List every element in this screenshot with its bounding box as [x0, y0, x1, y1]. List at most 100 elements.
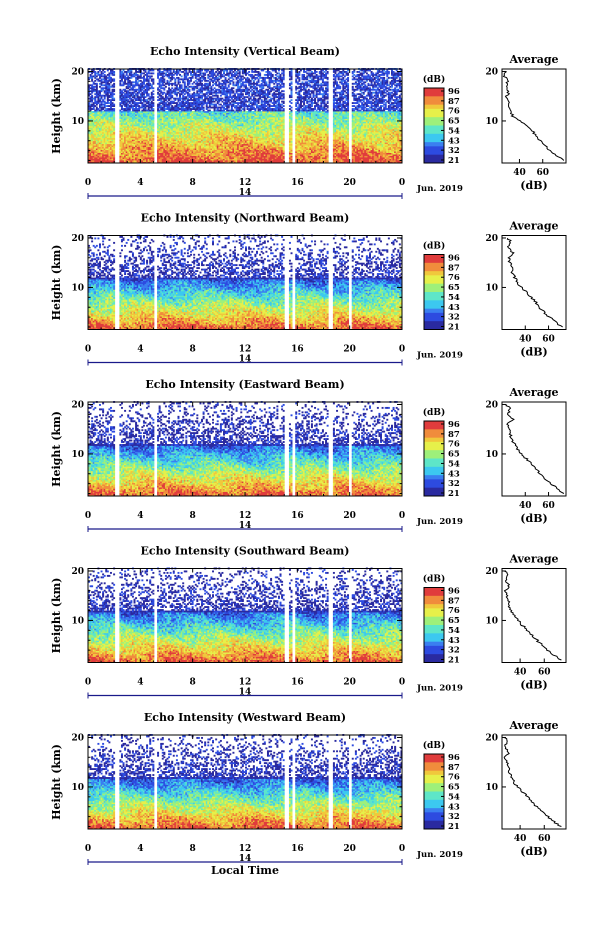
heatmap-cell: [119, 109, 122, 112]
heatmap-cell: [92, 139, 95, 142]
heatmap-cell: [141, 158, 144, 161]
heatmap-cell: [150, 75, 153, 78]
heatmap-cell: [133, 109, 136, 112]
heatmap-cell: [124, 148, 127, 151]
heatmap-cell: [95, 151, 98, 154]
heatmap-cell: [127, 143, 130, 146]
heatmap-cell: [102, 137, 105, 140]
heatmap-cell: [120, 97, 123, 100]
heatmap-cell: [119, 75, 122, 78]
heatmap-cell: [113, 160, 116, 162]
heatmap-cell: [91, 140, 94, 143]
heatmap-cell: [106, 142, 109, 145]
heatmap-cell: [120, 158, 123, 161]
heatmap-cell: [92, 103, 95, 106]
heatmap-cell: [128, 108, 131, 110]
heatmap-cell: [128, 105, 131, 107]
heatmap-cell: [92, 130, 95, 133]
heatmap-cell: [109, 125, 112, 128]
heatmap-cell: [124, 119, 127, 122]
heatmap-cell: [135, 118, 138, 121]
heatmap-cell: [108, 134, 111, 137]
heatmap-cell: [106, 100, 109, 103]
heatmap-cell: [120, 118, 123, 121]
heatmap-cell: [139, 131, 142, 134]
heatmap-cell: [94, 111, 97, 113]
heatmap-cell: [127, 100, 130, 103]
heatmap-cell: [232, 90, 235, 93]
heatmap-cell: [98, 122, 101, 125]
heatmap-cell: [131, 142, 134, 145]
heatmap-cell: [124, 136, 127, 139]
heatmap-cell: [88, 157, 90, 159]
heatmap-cell: [91, 91, 94, 94]
heatmap-cell: [138, 160, 141, 162]
heatmap-cell: [94, 96, 97, 99]
heatmap-cell: [119, 131, 122, 134]
heatmap-cell: [88, 124, 90, 127]
heatmap-cell: [95, 157, 98, 159]
heatmap-cell: [98, 97, 101, 100]
heatmap-cell: [103, 134, 106, 137]
heatmap-cell: [127, 151, 130, 154]
heatmap-cell: [136, 99, 139, 102]
heatmap-cell: [100, 84, 103, 87]
heatmap-cell: [111, 69, 114, 72]
heatmap-cell: [136, 75, 139, 78]
heatmap-cell: [133, 127, 136, 130]
heatmap-cell: [135, 69, 138, 72]
heatmap-cell: [98, 125, 101, 128]
heatmap-cell: [135, 73, 138, 76]
heatmap-cell: [133, 146, 136, 149]
heatmap-cell: [141, 128, 144, 131]
heatmap-cell: [120, 151, 123, 154]
heatmap-cell: [89, 154, 92, 156]
heatmap-cell: [91, 130, 94, 133]
heatmap-cell: [91, 157, 94, 159]
heatmap-cell: [103, 118, 106, 121]
heatmap-cell: [136, 158, 139, 161]
heatmap-cell: [128, 100, 131, 103]
heatmap-cell: [98, 114, 101, 116]
heatmap-cell: [138, 114, 141, 116]
heatmap-cell: [124, 112, 127, 115]
heatmap-cell: [92, 125, 95, 128]
heatmap-cell: [135, 143, 138, 146]
heatmap-cell: [103, 145, 106, 148]
heatmap-cell: [88, 125, 90, 128]
heatmap-cell: [127, 130, 130, 133]
heatmap-cell: [142, 118, 145, 121]
heatmap-cell: [136, 97, 139, 100]
heatmap-cell: [103, 111, 106, 113]
heatmap-cell: [133, 90, 136, 93]
heatmap-cell: [124, 105, 127, 107]
heatmap-cell: [91, 78, 94, 81]
heatmap-cell: [133, 149, 136, 152]
heatmap-cell: [108, 161, 111, 164]
heatmap-cell: [91, 115, 94, 118]
heatmap-cell: [119, 121, 122, 124]
heatmap-cell: [111, 124, 114, 127]
heatmap-cell: [127, 161, 130, 164]
heatmap-cell: [105, 130, 108, 133]
heatmap-cell: [139, 121, 142, 124]
heatmap-cell: [141, 155, 144, 158]
heatmap-cell: [106, 119, 109, 122]
heatmap-cell: [128, 127, 131, 130]
heatmap-cell: [100, 108, 103, 110]
heatmap-cell: [109, 121, 112, 124]
heatmap-cell: [94, 122, 97, 125]
heatmap-cell: [111, 90, 114, 93]
heatmap-cell: [224, 76, 227, 79]
heatmap-cell: [95, 136, 98, 139]
heatmap-cell: [98, 116, 101, 119]
heatmap-cell: [109, 136, 112, 139]
heatmap-cell: [100, 115, 103, 118]
heatmap-cell: [131, 109, 134, 112]
heatmap-cell: [108, 139, 111, 142]
heatmap-cell: [92, 119, 95, 122]
heatmap-cell: [122, 161, 125, 164]
heatmap-cell: [91, 108, 94, 110]
heatmap-cell: [128, 88, 131, 91]
heatmap-cell: [142, 122, 145, 125]
